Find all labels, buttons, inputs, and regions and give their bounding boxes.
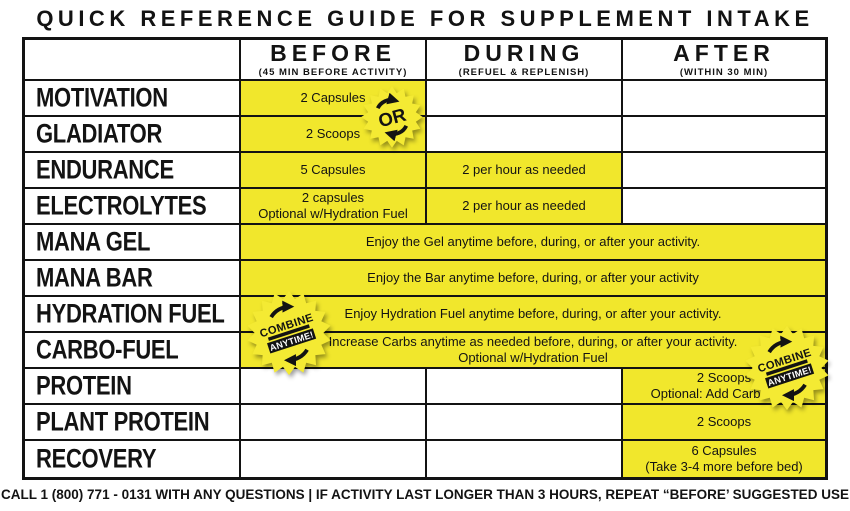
row-label-endurance: ENDURANCE [25,153,241,189]
cell-mana-gel-span: Enjoy the Gel anytime before, during, or… [241,225,825,261]
combine-badge-microtext-strip [765,359,808,376]
starburst-shape [361,86,423,148]
cell-carbo-fuel-span: Increase Carbs anytime as needed before,… [241,333,825,369]
combine-anytime-badge-right: COMBINE ANYTIME! [744,325,830,411]
anytime-strip [267,328,317,354]
cycle-arrow-top-icon [269,300,295,319]
column-title-before: BEFORE [270,40,396,66]
cell-endurance-before: 5 Capsules [241,153,427,189]
row-label-protein: PROTEIN [25,369,241,405]
row-label-mana-gel: MANA GEL [25,225,241,261]
row-label-motivation: MOTIVATION [25,81,241,117]
cell-recovery-before [241,441,427,477]
supplement-table: BEFORE (45 MIN BEFORE ACTIVITY) DURING (… [22,37,828,480]
cycle-arrow-bottom-icon [283,348,309,367]
cell-recovery-after: 6 Capsules (Take 3-4 more before bed) [623,441,825,477]
combine-anytime-badge-left: COMBINE ANYTIME! [246,290,332,376]
footer-note: CALL 1 (800) 771 - 0131 WITH ANY QUESTIO… [1,487,849,502]
cell-recovery-during [427,441,623,477]
cell-plant-protein-during [427,405,623,441]
cell-electrolytes-before: 2 capsules Optional w/Hydration Fuel [241,189,427,225]
header-before: BEFORE (45 MIN BEFORE ACTIVITY) [241,40,427,81]
cell-endurance-after [623,153,825,189]
cell-motivation-during [427,81,623,117]
cycle-arrow-top-icon [375,92,400,110]
cell-motivation-after [623,81,825,117]
cycle-arrow-bottom-icon [384,124,409,142]
cell-plant-protein-after: 2 Scoops [623,405,825,441]
column-title-during: DURING [463,40,585,66]
cell-plant-protein-before [241,405,427,441]
cell-hydration-fuel-span: Enjoy Hydration Fuel anytime before, dur… [241,297,825,333]
row-label-carbo-fuel: CARBO-FUEL [25,333,241,369]
column-subtitle-after: (WITHIN 30 MIN) [679,66,769,78]
row-label-electrolytes: ELECTROLYTES [25,189,241,225]
cycle-arrow-bottom-icon [781,383,807,402]
row-label-gladiator: GLADIATOR [25,117,241,153]
row-label-mana-bar: MANA BAR [25,261,241,297]
cell-mana-bar-span: Enjoy the Bar anytime before, during, or… [241,261,825,297]
cell-protein-before [241,369,427,405]
cell-electrolytes-during: 2 per hour as needed [427,189,623,225]
cell-gladiator-after [623,117,825,153]
row-label-recovery: RECOVERY [25,441,241,477]
column-subtitle-during: (REFUEL & REPLENISH) [458,66,590,78]
cycle-arrow-top-icon [767,335,793,354]
header-empty-cell [25,40,241,81]
cell-gladiator-during [427,117,623,153]
combine-badge-microtext-strip [267,324,310,341]
cell-endurance-during: 2 per hour as needed [427,153,623,189]
column-title-after: AFTER [673,40,775,66]
page-title: QUICK REFERENCE GUIDE FOR SUPPLEMENT INT… [36,6,814,31]
or-badge: OR [360,85,424,149]
cell-protein-during [427,369,623,405]
column-subtitle-before: (45 MIN BEFORE ACTIVITY) [258,66,408,78]
cell-electrolytes-after [623,189,825,225]
row-label-plant-protein: PLANT PROTEIN [25,405,241,441]
header-during: DURING (REFUEL & REPLENISH) [427,40,623,81]
header-after: AFTER (WITHIN 30 MIN) [623,40,825,81]
anytime-strip [765,363,815,389]
row-label-hydration-fuel: HYDRATION FUEL [25,297,241,333]
